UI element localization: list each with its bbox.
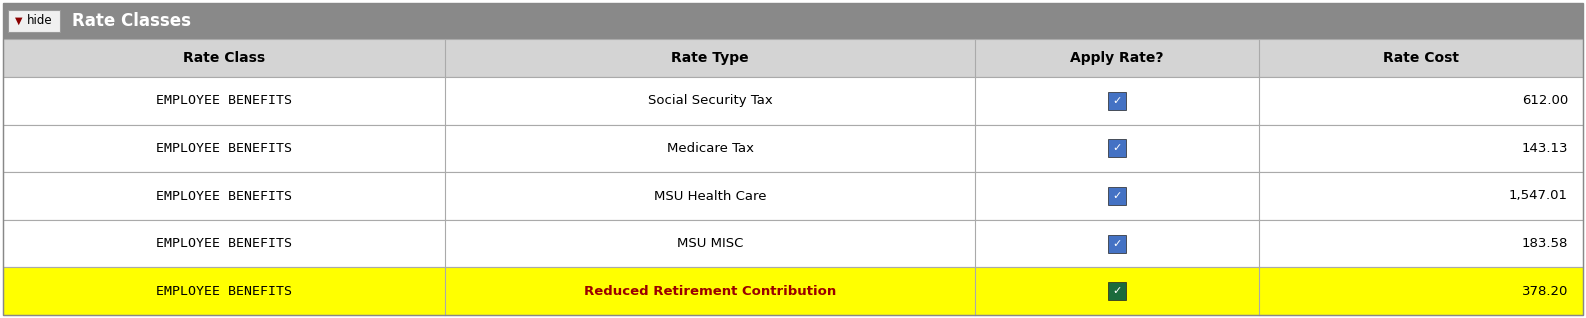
Bar xyxy=(3,125,1583,172)
Text: 1,547.01: 1,547.01 xyxy=(1508,190,1569,203)
Text: ✓: ✓ xyxy=(1112,286,1121,296)
Text: 143.13: 143.13 xyxy=(1521,142,1569,155)
Bar xyxy=(3,172,1583,220)
Text: Social Security Tax: Social Security Tax xyxy=(647,94,772,107)
Text: hide: hide xyxy=(27,15,52,27)
Bar xyxy=(1109,139,1126,157)
Text: Rate Classes: Rate Classes xyxy=(71,12,190,30)
Bar xyxy=(1109,92,1126,110)
Bar xyxy=(3,77,1583,125)
Bar xyxy=(1109,187,1126,205)
Text: MSU Health Care: MSU Health Care xyxy=(653,190,766,203)
Text: Rate Class: Rate Class xyxy=(182,51,265,65)
Text: ✓: ✓ xyxy=(1112,191,1121,201)
Text: EMPLOYEE BENEFITS: EMPLOYEE BENEFITS xyxy=(155,285,292,298)
Bar xyxy=(1109,282,1126,300)
Text: EMPLOYEE BENEFITS: EMPLOYEE BENEFITS xyxy=(155,237,292,250)
Text: Rate Cost: Rate Cost xyxy=(1383,51,1459,65)
Text: EMPLOYEE BENEFITS: EMPLOYEE BENEFITS xyxy=(155,94,292,107)
Text: Medicare Tax: Medicare Tax xyxy=(666,142,753,155)
Text: 183.58: 183.58 xyxy=(1521,237,1569,250)
Bar xyxy=(3,39,1583,77)
Text: ✓: ✓ xyxy=(1112,238,1121,249)
Text: Rate Type: Rate Type xyxy=(671,51,749,65)
Text: 612.00: 612.00 xyxy=(1521,94,1569,107)
Text: 378.20: 378.20 xyxy=(1521,285,1569,298)
Text: Reduced Retirement Contribution: Reduced Retirement Contribution xyxy=(584,285,836,298)
Text: EMPLOYEE BENEFITS: EMPLOYEE BENEFITS xyxy=(155,190,292,203)
Bar xyxy=(3,267,1583,315)
Text: Apply Rate?: Apply Rate? xyxy=(1071,51,1164,65)
Text: ▼: ▼ xyxy=(14,16,22,26)
Bar xyxy=(1109,235,1126,252)
Bar xyxy=(3,220,1583,267)
Bar xyxy=(8,10,60,32)
Text: EMPLOYEE BENEFITS: EMPLOYEE BENEFITS xyxy=(155,142,292,155)
Bar xyxy=(3,3,1583,39)
Text: ✓: ✓ xyxy=(1112,96,1121,106)
Text: ✓: ✓ xyxy=(1112,143,1121,153)
Text: MSU MISC: MSU MISC xyxy=(677,237,744,250)
